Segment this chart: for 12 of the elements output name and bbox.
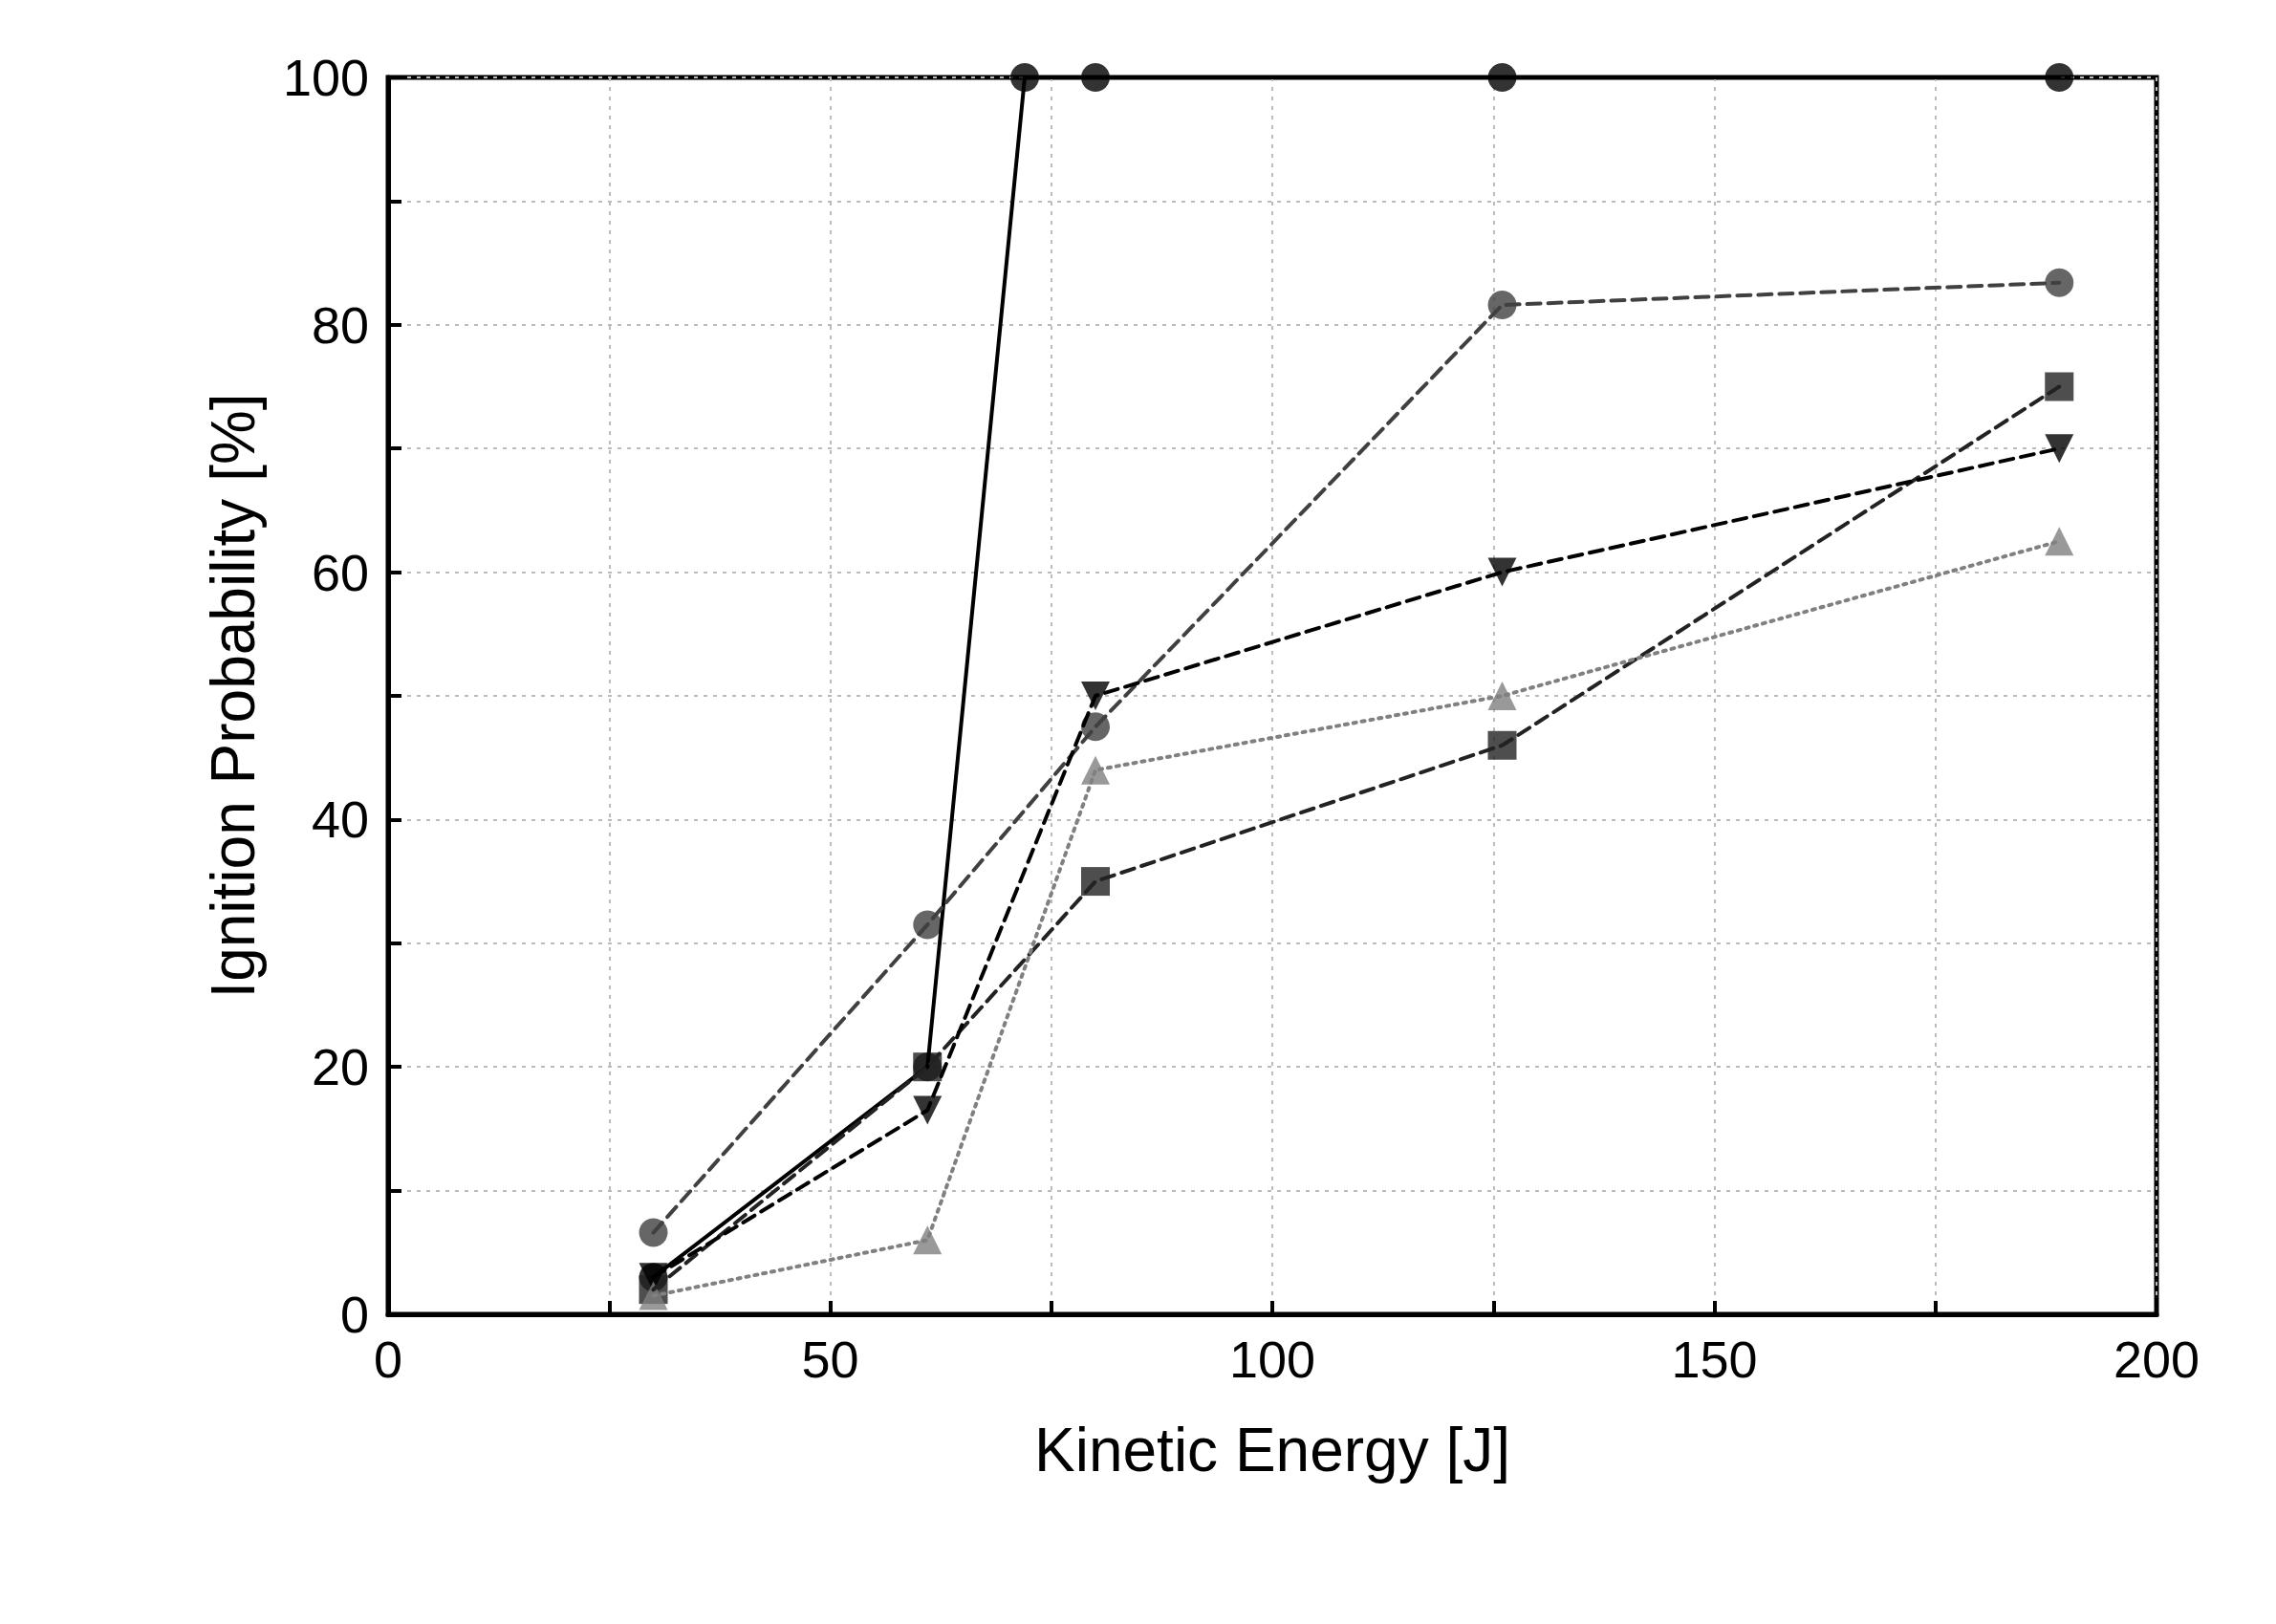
y-tick-label: 80: [311, 295, 369, 354]
y-tick-label: 40: [311, 790, 369, 849]
x-tick-label: 50: [801, 1331, 859, 1388]
x-tick-label: 100: [1228, 1331, 1316, 1388]
y-tick-label: 100: [282, 49, 369, 106]
y-tick-label: 0: [339, 1286, 369, 1343]
y-tick-label: 20: [311, 1038, 369, 1096]
x-tick-label: 150: [1671, 1331, 1758, 1388]
y-tick-label: 60: [311, 543, 369, 601]
x-axis-title: Kinetic Energy [J]: [1034, 1416, 1510, 1484]
y-axis-title: Ignition Probability [%]: [199, 393, 268, 999]
x-tick-label: 200: [2113, 1331, 2200, 1388]
